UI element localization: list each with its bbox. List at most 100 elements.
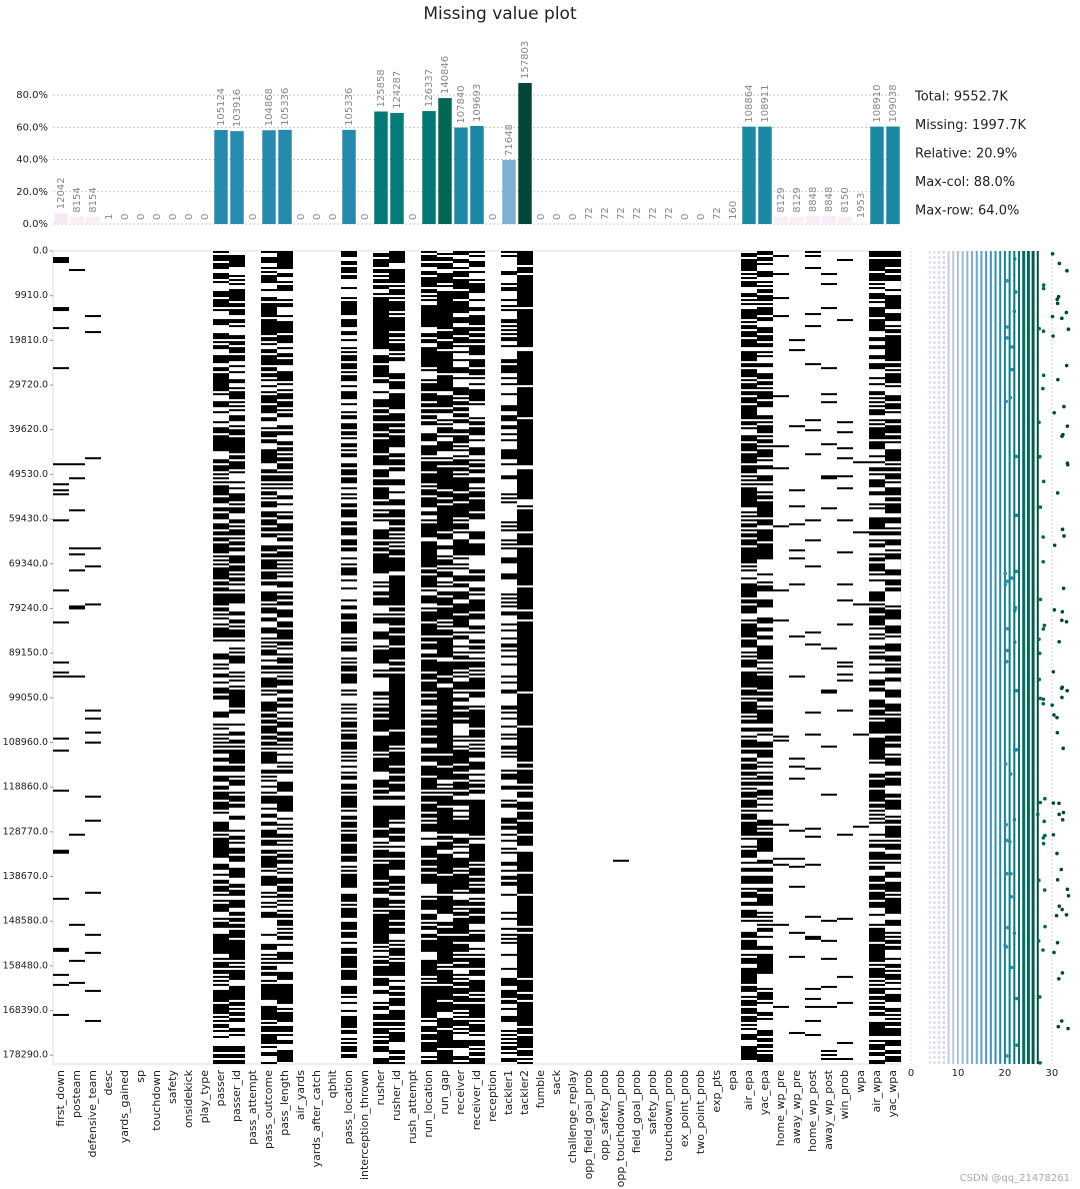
missing-stripe [789, 865, 805, 868]
missing-stripe [789, 505, 805, 508]
missing-stripe [885, 1049, 901, 1054]
missing-stripe [421, 289, 437, 294]
missing-stripe [421, 699, 437, 706]
row-profile-dot [1051, 334, 1055, 338]
missing-stripe [389, 527, 405, 532]
missing-stripe [373, 433, 389, 438]
missing-stripe [341, 437, 357, 440]
missing-stripe [501, 1045, 517, 1050]
missing-stripe [389, 617, 405, 626]
row-profile-dot [1012, 257, 1017, 261]
missing-stripe [421, 747, 437, 754]
missing-stripe [757, 789, 773, 796]
missing-stripe [837, 709, 853, 712]
missing-stripe [341, 453, 357, 458]
missing-stripe [277, 533, 293, 536]
missing-stripe [421, 333, 437, 338]
missing-stripe [837, 833, 853, 836]
missing-stripe [437, 625, 453, 628]
row-profile-dot [1057, 812, 1061, 817]
missing-stripe [741, 435, 757, 442]
missing-stripe [837, 259, 853, 262]
missing-stripe [261, 839, 277, 846]
missing-stripe [757, 1017, 773, 1020]
missing-stripe [453, 1061, 469, 1064]
missing-stripe [869, 913, 885, 916]
row-profile-dot [1043, 796, 1047, 801]
missing-stripe [213, 543, 229, 554]
missing-stripe [437, 375, 453, 392]
bar [278, 129, 292, 224]
missing-stripe [229, 1017, 245, 1022]
missing-stripe [469, 417, 485, 420]
missing-stripe [741, 655, 757, 658]
missing-stripe [277, 545, 293, 550]
missing-stripe [501, 405, 517, 412]
missing-stripe [453, 387, 469, 396]
missing-stripe [469, 1019, 485, 1022]
missing-stripe [741, 487, 757, 508]
missing-stripe [261, 367, 277, 372]
missing-stripe [261, 559, 277, 570]
missing-stripe [869, 405, 885, 408]
missing-stripe [741, 379, 757, 382]
missing-stripe [437, 853, 453, 874]
x-tick-label: yards_after_catch [310, 1070, 323, 1167]
missing-stripe [885, 251, 901, 258]
summary-text: Missing: 1997.7K [915, 118, 1026, 133]
missing-stripe [469, 389, 485, 402]
missing-stripe [229, 655, 245, 664]
missing-stripe [437, 491, 453, 498]
missing-stripe [229, 255, 245, 268]
row-profile-dot [1038, 800, 1043, 805]
missing-stripe [453, 963, 469, 968]
missing-stripe [277, 909, 293, 912]
missing-stripe [869, 761, 885, 764]
missing-stripe [213, 979, 229, 982]
x-tick-label: safety [166, 1070, 179, 1104]
missing-stripe [373, 719, 389, 732]
missing-stripe [341, 261, 357, 266]
missing-stripe [869, 789, 885, 802]
missing-stripe [501, 287, 517, 292]
missing-stripe [277, 877, 293, 884]
missing-stripe [453, 655, 469, 660]
missing-stripe [421, 393, 437, 402]
missing-stripe [341, 1053, 357, 1058]
matrix-y-tick-label: 178290.0 [3, 1050, 48, 1061]
missing-stripe [789, 583, 805, 586]
missing-stripe [341, 657, 357, 660]
missing-stripe [501, 359, 517, 364]
missing-stripe [453, 419, 469, 424]
missing-stripe [869, 645, 885, 650]
missing-stripe [869, 633, 885, 636]
missing-stripe [469, 657, 485, 660]
missing-stripe [869, 287, 885, 290]
missing-stripe [501, 305, 517, 308]
missing-stripe [885, 957, 901, 960]
missing-stripe [501, 769, 517, 772]
missing-stripe [821, 689, 837, 694]
x-tick-label: win_prob [838, 1070, 851, 1120]
missing-stripe [277, 483, 293, 486]
missing-stripe [341, 351, 357, 354]
missing-stripe [469, 645, 485, 650]
matrix-y-tick-label: 168390.0 [3, 1005, 48, 1016]
missing-stripe [469, 1057, 485, 1064]
missing-stripe [373, 501, 389, 506]
missing-stripe [469, 779, 485, 782]
missing-stripe [341, 665, 357, 672]
missing-stripe [261, 983, 277, 1000]
missing-stripe [229, 405, 245, 408]
missing-stripe [277, 871, 293, 874]
missing-stripe [373, 259, 389, 268]
value-label: 8150 [840, 187, 851, 212]
missing-stripe [341, 355, 357, 362]
row-profile-dot [1057, 977, 1061, 981]
missing-stripe [869, 543, 885, 548]
missing-stripe [261, 449, 277, 464]
missing-stripe [501, 711, 517, 714]
missing-stripe [341, 1015, 357, 1028]
row-profile-dot [1041, 479, 1046, 484]
row-profile-dot [1051, 801, 1056, 805]
